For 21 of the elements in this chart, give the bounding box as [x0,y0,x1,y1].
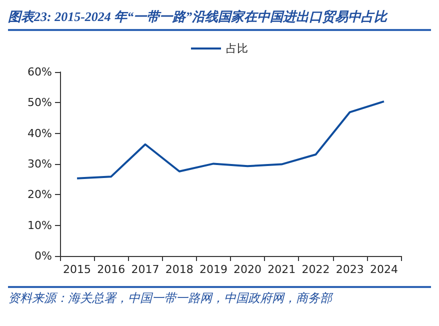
x-tick-label: 2015 [63,263,92,276]
chart-title: 图表23: 2015-2024 年“一带一路”沿线国家在中国进出口贸易中占比 [8,8,389,26]
y-tick-label: 0% [34,250,52,262]
x-tick-label: 2020 [234,263,262,276]
legend-label: 占比 [226,42,248,55]
y-tick-label: 30% [28,158,52,170]
x-tick-label: 2016 [97,263,126,276]
y-tick-label: 50% [28,96,52,110]
x-tick-label: 2022 [302,263,330,276]
y-tick-label: 40% [28,126,52,140]
line-series [76,100,385,180]
x-tick-label: 2017 [131,263,160,276]
x-tick-label: 2021 [268,263,296,276]
x-tick-label: 2023 [336,263,364,276]
x-tick-label: 2019 [199,263,228,276]
x-tick-label: 2024 [370,263,398,276]
y-tick-label: 60% [28,66,52,78]
y-tick-label: 20% [28,188,52,202]
y-tick-label: 10% [28,218,52,232]
text: 资料来源：海关总署，中国一带一路网，中国政府网，商务部 [8,290,334,307]
x-tick-label: 2018 [165,263,194,276]
